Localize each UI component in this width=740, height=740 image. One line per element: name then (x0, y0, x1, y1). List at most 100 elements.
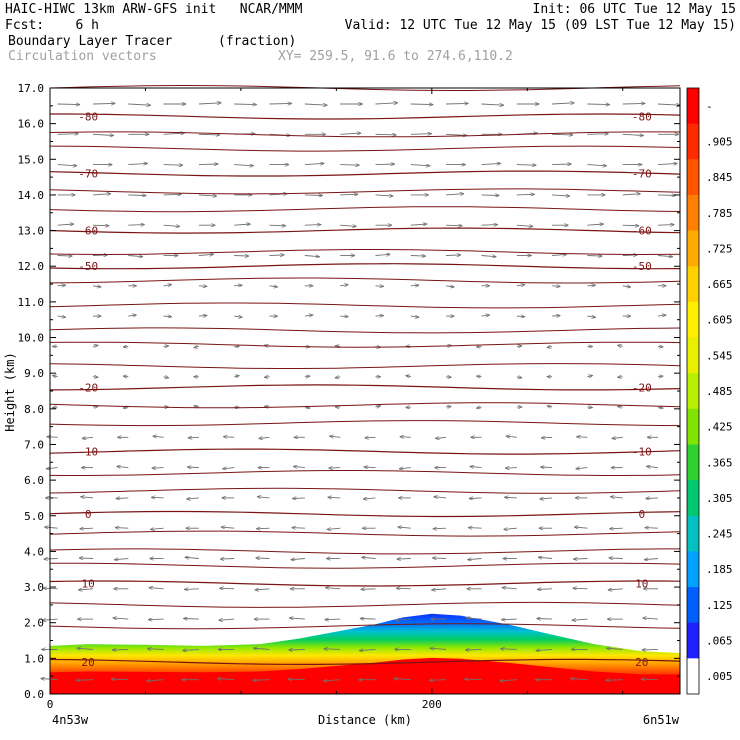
circulation-vector (397, 559, 411, 560)
circulation-vector (324, 649, 341, 650)
circulation-vector (221, 527, 235, 528)
circulation-vector (163, 133, 185, 134)
circulation-vector (410, 165, 430, 166)
circulation-vector (220, 559, 235, 560)
circulation-vector (41, 679, 58, 680)
circulation-vector (184, 619, 199, 620)
circulation-vector (587, 165, 606, 166)
circulation-vector (128, 104, 150, 105)
colorbar-label: .665 (706, 278, 733, 291)
circulation-vector (446, 225, 462, 226)
circulation-vector (375, 286, 384, 287)
isotherm-line (49, 249, 681, 256)
circulation-vector (128, 163, 147, 164)
circulation-vector (234, 376, 239, 377)
isotherm-line (49, 145, 681, 152)
circulation-vector (622, 225, 639, 226)
colorbar-swatch (687, 408, 699, 445)
tracer-fill (50, 613, 680, 694)
circulation-vector (257, 497, 270, 498)
circulation-vector (115, 528, 129, 529)
circulation-vector (198, 103, 221, 104)
circulation-vector (198, 316, 207, 317)
circulation-vector (325, 619, 341, 620)
colorbar-label: .845 (706, 171, 733, 184)
circulation-vector (552, 286, 560, 287)
circulation-vector (446, 103, 468, 104)
circulation-vector (644, 559, 659, 560)
circulation-vector (573, 588, 588, 589)
circulation-vector (92, 194, 111, 195)
isotherm-label: -10 (632, 446, 652, 459)
circulation-vector (340, 225, 356, 226)
circulation-vector (396, 588, 411, 589)
circulation-vector (111, 679, 129, 680)
circulation-vector (432, 558, 447, 559)
circulation-vector (552, 103, 574, 104)
circulation-vector (657, 376, 663, 377)
circulation-vector (646, 498, 659, 499)
isotherm-line (49, 448, 681, 455)
colorbar-label: .485 (706, 385, 733, 398)
circulation-vector (327, 528, 341, 529)
circulation-vector (183, 649, 199, 650)
circulation-vector (335, 377, 341, 378)
colorbar-swatch (687, 159, 699, 196)
circulation-vector (289, 649, 305, 650)
circulation-vector (502, 619, 517, 620)
colorbar-swatch (687, 123, 699, 160)
circulation-vector (57, 285, 66, 286)
isotherm-label: -80 (632, 111, 652, 124)
colorbar-swatch (687, 444, 699, 481)
circulation-vector (552, 134, 573, 135)
circulation-vector (481, 195, 500, 196)
circulation-vector (410, 224, 427, 225)
colorbar: - .905 .845 .785 .725 .665 .605 .545 .485 .425 .36… (686, 87, 733, 695)
circulation-vector (481, 104, 504, 105)
isotherm-label: -50 (632, 260, 652, 273)
colorbar-swatch (687, 88, 699, 125)
circulation-vector (329, 468, 341, 469)
circulation-vector (552, 316, 560, 317)
circulation-vector (234, 256, 249, 257)
circulation-vector (446, 377, 451, 378)
circulation-vector (304, 256, 320, 257)
circulation-vector (326, 588, 341, 589)
isotherm-line (49, 170, 681, 177)
circulation-vector (622, 286, 631, 287)
circulation-vector (446, 255, 461, 256)
isotherm-label: -60 (78, 225, 98, 238)
circulation-vector (446, 406, 451, 407)
isotherm-label: -50 (78, 260, 98, 273)
circulation-vector (293, 498, 305, 499)
isotherm-line (49, 363, 681, 369)
colorbar-swatch (687, 480, 699, 517)
circulation-vector (400, 437, 411, 438)
circulation-vector (657, 407, 663, 408)
title-line-1-left: HAIC-HIWC 13km ARW-GFS init NCAR/MMM (5, 2, 303, 17)
y-axis: 0.0 1.0 2.0 3.0 4.0 5.0 6.0 7.0 8.0 9.0 10.0 11.0 12… (18, 82, 680, 701)
circulation-vector (128, 256, 143, 257)
circulation-vector (304, 407, 310, 408)
circulation-vector (257, 528, 270, 529)
circulation-vector (148, 649, 164, 650)
circulation-vector (234, 224, 250, 225)
circulation-vector (82, 437, 94, 438)
isotherm-label: -70 (78, 168, 98, 181)
circulation-vector (92, 286, 101, 287)
circulation-vector (153, 436, 164, 437)
y-tick-label: 14.0 (18, 189, 45, 202)
isotherm-line (49, 530, 681, 537)
circulation-vector (224, 437, 235, 438)
circulation-vector (618, 406, 623, 407)
circulation-vector (410, 285, 419, 286)
circulation-vector (330, 436, 341, 437)
circulation-vector (92, 225, 109, 226)
circulation-vector (481, 163, 501, 164)
circulation-vector (163, 285, 172, 286)
circulation-vectors (41, 103, 680, 681)
circulation-vector (92, 406, 98, 407)
circulation-vector (435, 437, 447, 438)
circulation-vector (587, 256, 602, 257)
circulation-vector (92, 345, 98, 346)
